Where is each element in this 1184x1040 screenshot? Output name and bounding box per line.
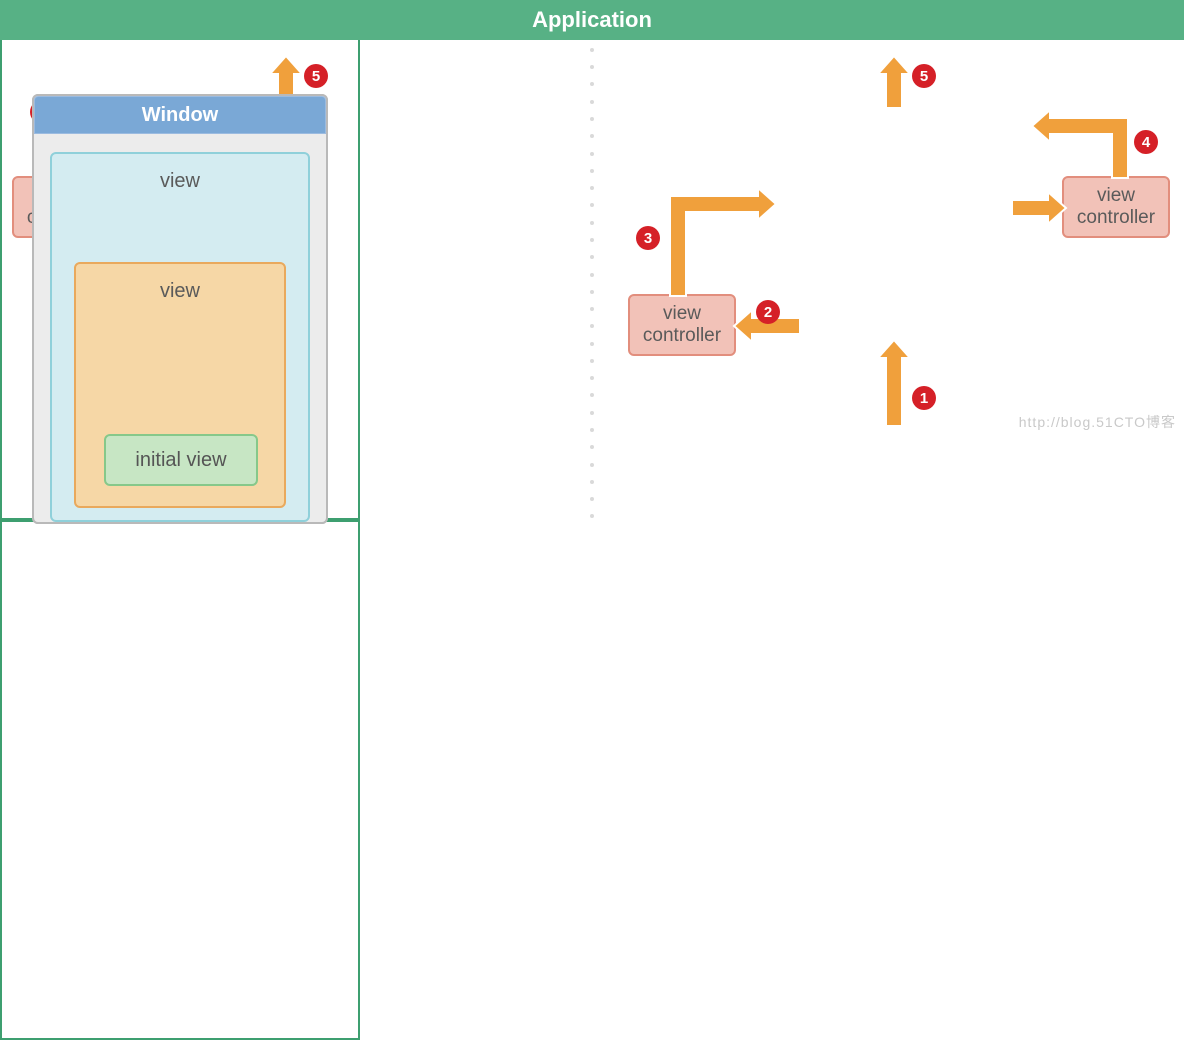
right-badge-5-label: 5 <box>920 68 928 85</box>
right-badge-3: 3 <box>636 226 660 250</box>
right-application-container: Application Window view view initial vie… <box>0 520 360 1040</box>
right-badge-2-label: 2 <box>764 304 772 321</box>
diagram-canvas: Application Window view view initial vie… <box>0 0 1184 532</box>
panel-divider <box>590 0 594 532</box>
right-view-outer-label: view <box>160 170 200 192</box>
right-badge-4: 4 <box>1134 130 1158 154</box>
right-arrow-1 <box>878 340 910 432</box>
watermark-text: http://blog.51CTO博客 <box>1019 412 1176 432</box>
right-badge-1-label: 1 <box>920 390 928 407</box>
right-initial-view: initial view <box>104 434 258 486</box>
right-view-inner-label: view <box>160 280 200 302</box>
right-view-controller-right: view controller <box>1062 176 1170 238</box>
right-window-container: Window view view initial view <box>32 94 328 524</box>
right-badge-1: 1 <box>912 386 936 410</box>
right-badge-4-label: 4 <box>1142 134 1150 151</box>
right-view-outer: view view initial view <box>50 152 310 522</box>
right-badge-2: 2 <box>756 300 780 324</box>
right-initial-view-label: initial view <box>135 449 226 472</box>
right-arrow-4a <box>1012 192 1066 224</box>
right-application-label: Application <box>532 7 652 33</box>
left-badge-5: 5 <box>304 64 328 88</box>
right-vc-left-label: view controller <box>643 303 721 347</box>
right-badge-5: 5 <box>912 64 936 88</box>
right-view-controller-left: view controller <box>628 294 736 356</box>
right-application-header: Application <box>0 0 1184 40</box>
right-arrow-4b <box>1032 110 1132 180</box>
right-badge-3-label: 3 <box>644 230 652 247</box>
right-arrow-3 <box>666 188 778 298</box>
right-vc-right-label: view controller <box>1077 185 1155 229</box>
right-view-inner: view initial view <box>74 262 286 508</box>
right-window-header: Window <box>34 96 326 134</box>
right-window-label: Window <box>142 104 218 127</box>
right-arrow-5 <box>878 56 910 110</box>
left-badge-5-label: 5 <box>312 68 320 85</box>
